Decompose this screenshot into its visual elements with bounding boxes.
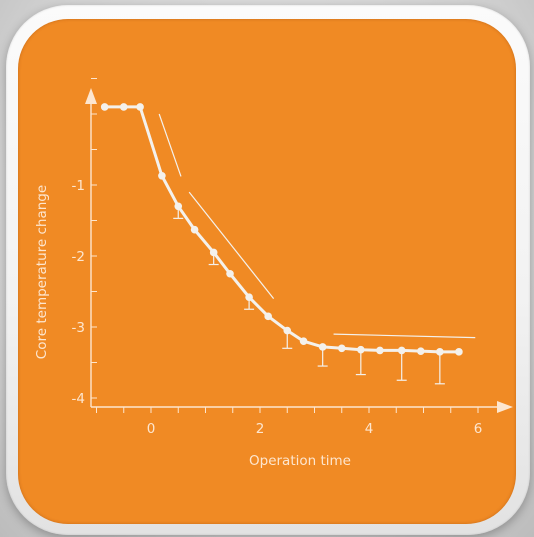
data-point [337,344,346,353]
data-point [190,225,199,234]
data-point [119,103,128,111]
data-point [299,337,308,346]
y-tick-label: -2 [72,249,85,265]
series [100,103,463,385]
chart-card [18,19,516,524]
x-tick-label: 4 [365,421,374,437]
x-axis-arrow [497,401,513,413]
data-point [455,348,463,356]
trend-line [158,113,182,177]
x-axis-label: Operation time [249,453,351,469]
trend-line [188,191,275,299]
data-point [397,346,406,355]
data-point [416,347,425,355]
y-tick-label: -1 [72,178,85,194]
trend-line [333,333,476,339]
data-point [226,269,234,278]
y-axis-label: Core temperature change [34,185,50,359]
data-point [174,202,183,211]
data-point [283,326,292,335]
data-point [264,312,272,321]
data-point [318,343,327,351]
y-tick-label: -4 [72,391,85,407]
series-line [104,105,459,354]
data-point [158,171,166,180]
x-tick-label: 2 [256,421,265,437]
axes: -1 -2 -3 -4 0 2 4 6 [72,78,513,437]
y-tick-label: -3 [72,320,85,336]
data-point [100,103,109,111]
y-axis-arrow [85,88,97,104]
data-point [209,248,218,257]
x-tick-label: 6 [474,421,483,437]
data-point [245,293,253,301]
data-point [376,346,384,355]
data-point [436,348,444,356]
data-point [136,103,144,111]
data-point [357,345,365,354]
x-tick-label: 0 [147,421,156,437]
trend-lines [158,113,476,339]
